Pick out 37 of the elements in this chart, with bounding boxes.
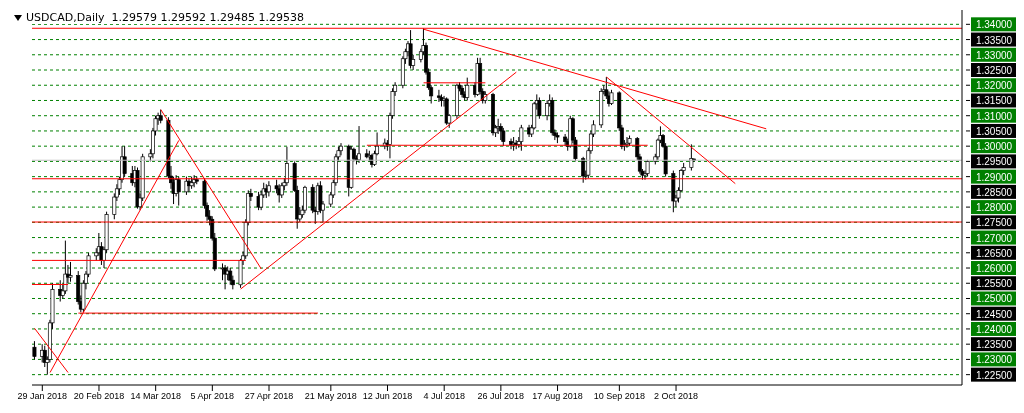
y-tick-label: 1.29000 xyxy=(975,171,1013,183)
y-tick-label: 1.30500 xyxy=(975,125,1013,137)
chart-title: USDCAD,Daily 1.29579 1.29592 1.29485 1.29538 xyxy=(26,11,304,24)
x-tick-label: 2 Oct 2018 xyxy=(654,391,699,402)
x-tick-label: 5 Apr 2018 xyxy=(190,391,235,402)
x-tick-label: 10 Sep 2018 xyxy=(593,391,645,402)
y-tick-label: 1.28500 xyxy=(975,186,1013,198)
y-tick-label: 1.32000 xyxy=(975,80,1013,92)
y-tick-label: 1.22500 xyxy=(975,369,1013,381)
y-tick-label: 1.33000 xyxy=(975,49,1013,61)
y-tick-label: 1.25000 xyxy=(975,293,1013,305)
y-tick-label: 1.25500 xyxy=(975,278,1013,290)
y-tick-label: 1.28000 xyxy=(975,202,1013,214)
y-tick-label: 1.23000 xyxy=(975,354,1013,366)
x-tick-label: 29 Jan 2018 xyxy=(17,391,68,402)
x-tick-label: 4 Jul 2018 xyxy=(423,391,465,402)
y-tick-label: 1.30000 xyxy=(975,141,1013,153)
y-tick-label: 1.32500 xyxy=(975,65,1013,77)
y-tick-label: 1.31000 xyxy=(975,110,1013,122)
y-tick-label: 1.26500 xyxy=(975,247,1013,259)
x-tick-label: 26 Jul 2018 xyxy=(477,391,525,402)
y-tick-label: 1.33500 xyxy=(975,34,1013,46)
x-tick-label: 20 Feb 2018 xyxy=(73,391,125,402)
y-tick-label: 1.26000 xyxy=(975,263,1013,275)
y-tick-label: 1.24500 xyxy=(975,308,1013,320)
x-tick-label: 12 Jun 2018 xyxy=(362,391,413,402)
y-tick-label: 1.27500 xyxy=(975,217,1013,229)
x-tick-label: 17 Aug 2018 xyxy=(532,391,583,402)
y-tick-label: 1.24000 xyxy=(975,323,1013,335)
y-tick-label: 1.31500 xyxy=(975,95,1013,107)
x-tick-label: 21 May 2018 xyxy=(304,391,357,402)
y-tick-label: 1.29500 xyxy=(975,156,1013,168)
y-tick-label: 1.34000 xyxy=(975,19,1013,31)
x-tick-label: 27 Apr 2018 xyxy=(244,391,294,402)
y-tick-label: 1.27000 xyxy=(975,232,1013,244)
x-tick-label: 14 Mar 2018 xyxy=(130,391,181,402)
y-tick-label: 1.23500 xyxy=(975,339,1013,351)
